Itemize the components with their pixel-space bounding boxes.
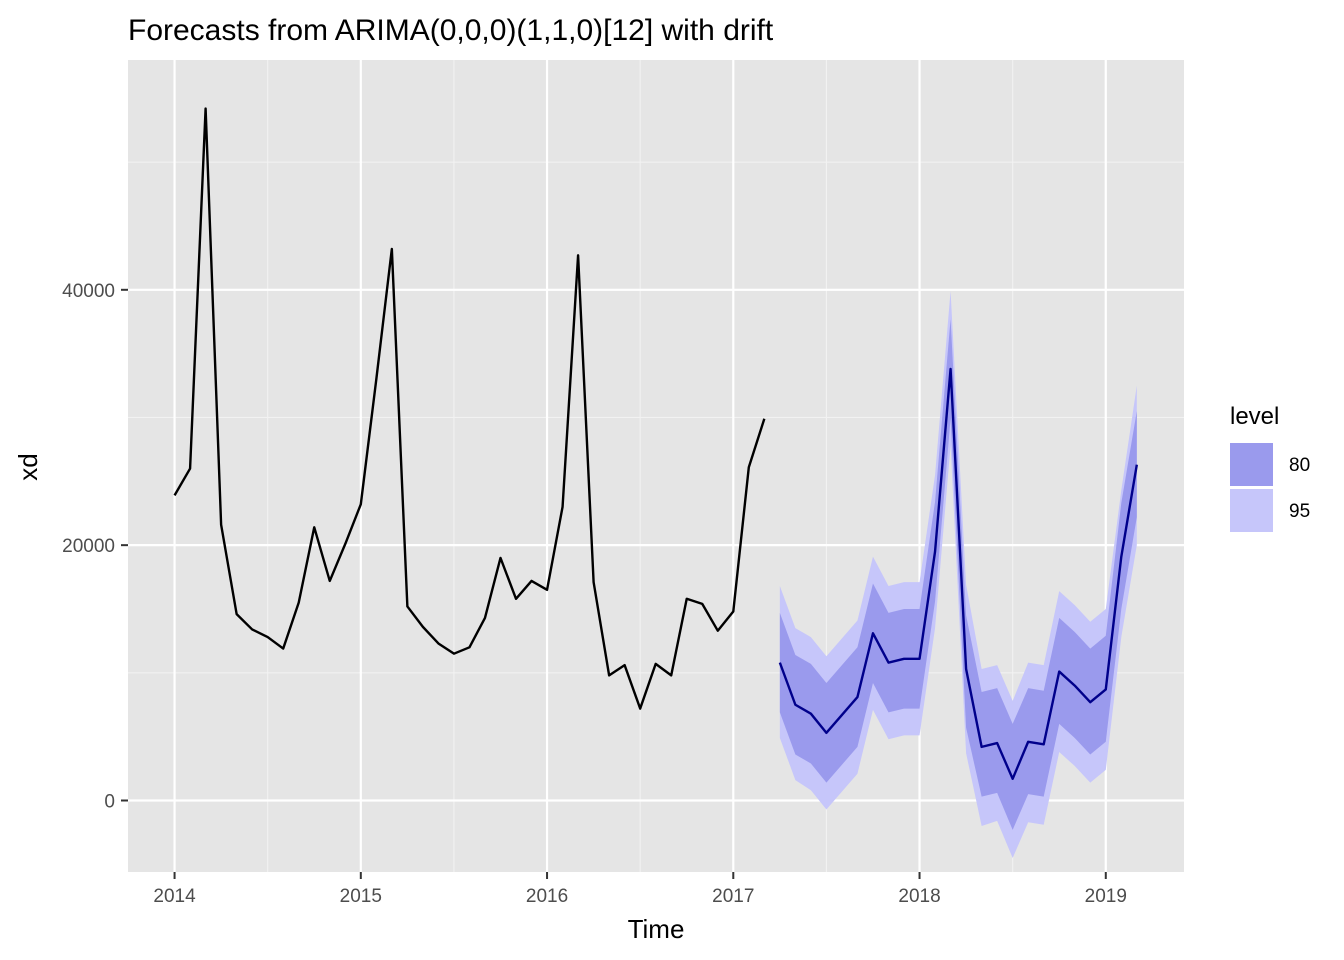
legend: level 80 95 xyxy=(1230,403,1310,532)
band-80 xyxy=(779,319,1137,830)
x-tick-label: 2014 xyxy=(153,886,196,907)
legend-swatch xyxy=(1230,443,1273,486)
x-tick-label: 2016 xyxy=(526,886,568,907)
y-axis-title: xd xyxy=(13,453,43,480)
x-tick-label: 2017 xyxy=(712,886,754,907)
y-tick-label: 20000 xyxy=(62,536,115,557)
x-tick-label: 2018 xyxy=(898,886,940,907)
x-axis-title: Time xyxy=(628,914,685,944)
legend-title: level xyxy=(1230,403,1279,430)
y-tick-label: 40000 xyxy=(62,281,115,302)
x-tick-label: 2015 xyxy=(340,886,382,907)
legend-label: 95 xyxy=(1289,501,1310,522)
legend-label: 80 xyxy=(1289,455,1310,476)
x-tick-label: 2019 xyxy=(1085,886,1127,907)
plot-panel xyxy=(128,60,1184,872)
history-line xyxy=(173,107,766,710)
y-tick-label: 0 xyxy=(104,792,115,813)
chart-title: Forecasts from ARIMA(0,0,0)(1,1,0)[12] w… xyxy=(128,14,774,47)
forecast-mean-line xyxy=(778,367,1139,780)
legend-swatch xyxy=(1230,489,1273,532)
